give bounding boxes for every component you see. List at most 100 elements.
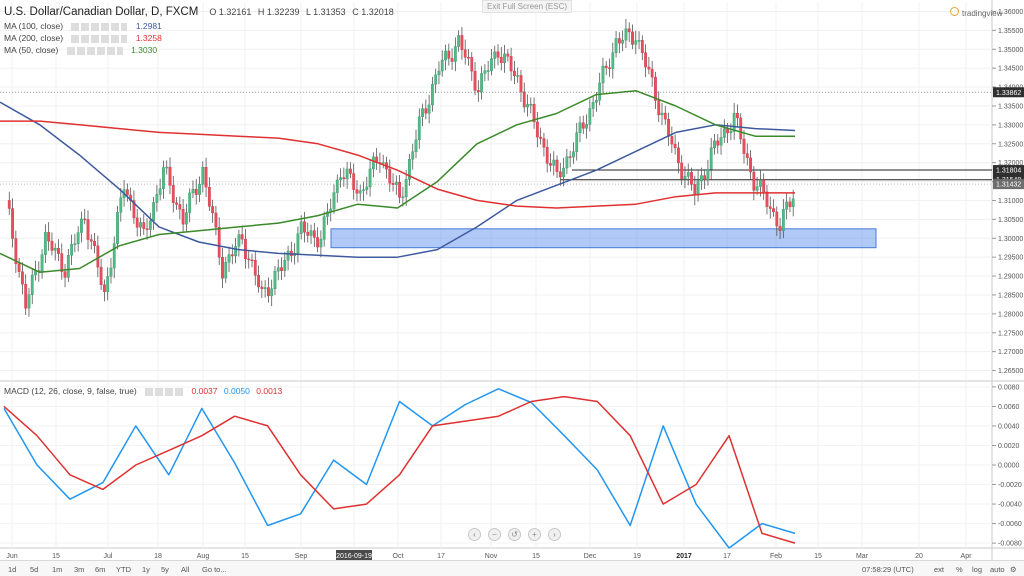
candle-up xyxy=(234,246,237,257)
timeframe-ytd[interactable]: YTD xyxy=(116,565,131,574)
candle-up xyxy=(345,168,349,180)
candle-up xyxy=(421,108,424,118)
candle-up xyxy=(588,108,592,125)
candle-down xyxy=(24,283,28,309)
indicator-ma200[interactable]: MA (200, close) 1.3258 xyxy=(4,33,162,43)
candle-down xyxy=(670,136,674,145)
timeframe-1y[interactable]: 1y xyxy=(142,565,150,574)
price-tick-label: 1.35500 xyxy=(998,28,1023,35)
indicator-controls-icon[interactable] xyxy=(66,46,123,55)
candle-up xyxy=(601,65,605,84)
timeframe-1d[interactable]: 1d xyxy=(8,565,17,574)
indicator-ma50[interactable]: MA (50, close) 1.3030 xyxy=(4,45,157,55)
timeframe-5y[interactable]: 5y xyxy=(161,565,169,574)
candle-down xyxy=(690,172,693,185)
timeframe-5d[interactable]: 5d xyxy=(30,565,39,574)
reset-icon[interactable]: ↺ xyxy=(508,528,521,541)
candle-down xyxy=(250,259,254,262)
candle-up xyxy=(326,211,329,217)
option-percent[interactable]: % xyxy=(956,565,963,574)
candle-down xyxy=(631,31,634,45)
x-tick-label: 2017 xyxy=(676,553,692,560)
scroll-right-icon[interactable]: › xyxy=(548,528,561,541)
price-label: 1.31432 xyxy=(996,182,1021,189)
candle-down xyxy=(50,240,54,251)
candle-down xyxy=(306,232,310,236)
macd-value-2: 0.0050 xyxy=(223,386,250,396)
chart-title: U.S. Dollar/Canadian Dollar, D, FXCM xyxy=(4,6,199,18)
candle-down xyxy=(355,189,359,194)
option-auto[interactable]: auto xyxy=(990,565,1005,574)
candle-up xyxy=(198,184,201,195)
candle-down xyxy=(581,122,585,129)
brand-label: tradingview xyxy=(962,9,1003,18)
candle-up xyxy=(686,172,690,177)
exit-full-screen-button[interactable]: Exit Full Screen (ESC) xyxy=(482,0,573,13)
option-ext[interactable]: ext xyxy=(934,565,945,574)
candle-down xyxy=(89,239,93,242)
goto-date-button[interactable]: Go to... xyxy=(202,565,227,574)
option-log[interactable]: log xyxy=(972,565,983,574)
candle-up xyxy=(404,179,408,198)
candle-down xyxy=(171,185,175,204)
candle-down xyxy=(60,253,64,272)
candle-down xyxy=(476,90,480,93)
candle-down xyxy=(214,212,218,228)
support-zone xyxy=(330,228,877,249)
utc-clock: 07:58:29 (UTC) xyxy=(862,565,914,574)
timeframe-3m[interactable]: 3m xyxy=(74,565,85,574)
candle-up xyxy=(368,168,372,188)
candle-down xyxy=(102,284,106,292)
candle-up xyxy=(371,156,375,170)
price-tick-label: 1.32500 xyxy=(998,141,1023,148)
candle-up xyxy=(296,233,300,254)
price-tick-label: 1.28000 xyxy=(998,311,1023,318)
candle-up xyxy=(286,250,290,261)
indicator-controls-icon[interactable] xyxy=(145,387,186,396)
candle-down xyxy=(391,182,395,185)
settings-gear-icon[interactable]: ⚙ xyxy=(1010,565,1017,574)
candle-up xyxy=(319,239,323,248)
candle-up xyxy=(184,212,188,225)
candle-up xyxy=(729,131,733,134)
candle-down xyxy=(663,112,667,120)
x-tick-label: 20 xyxy=(915,553,923,560)
macd-value-1: 0.0037 xyxy=(191,386,218,396)
timeframe-6m[interactable]: 6m xyxy=(95,565,106,574)
zoom-in-icon[interactable]: + xyxy=(528,528,541,541)
tradingview-logo-icon xyxy=(950,7,959,16)
timeframe-all[interactable]: All xyxy=(181,565,190,574)
candle-down xyxy=(703,175,707,180)
macd-tick-label: -0.0020 xyxy=(998,482,1022,489)
candle-down xyxy=(775,211,779,227)
candle-down xyxy=(125,189,129,196)
candle-up xyxy=(490,58,493,71)
candle-down xyxy=(253,260,257,276)
x-tick-label: 15 xyxy=(814,553,822,560)
indicator-controls-icon[interactable] xyxy=(71,22,128,31)
candle-down xyxy=(135,217,139,228)
candle-up xyxy=(598,82,602,101)
price-label-bg xyxy=(993,87,1024,98)
candle-up xyxy=(411,151,415,160)
candle-down xyxy=(558,171,562,178)
indicator-controls-icon[interactable] xyxy=(71,34,128,43)
candle-down xyxy=(83,218,87,221)
candle-down xyxy=(739,117,743,140)
candle-up xyxy=(595,99,598,103)
scroll-left-icon[interactable]: ‹ xyxy=(468,528,481,541)
zoom-out-icon[interactable]: − xyxy=(488,528,501,541)
candle-up xyxy=(53,248,57,251)
timeframe-1m[interactable]: 1m xyxy=(52,565,63,574)
candle-up xyxy=(706,169,710,180)
candle-down xyxy=(467,57,470,59)
indicator-ma100[interactable]: MA (100, close) 1.2981 xyxy=(4,21,162,31)
x-tick-label: 15 xyxy=(532,553,540,560)
macd-label: MACD (12, 26, close, 9, false, true) xyxy=(4,386,137,396)
macd-legend[interactable]: MACD (12, 26, close, 9, false, true) 0.0… xyxy=(4,386,282,396)
candle-up xyxy=(621,39,625,44)
chart-navigation: ‹ − ↺ + › xyxy=(468,528,568,542)
candle-up xyxy=(27,294,31,309)
macd-tick-label: -0.0080 xyxy=(998,541,1022,548)
